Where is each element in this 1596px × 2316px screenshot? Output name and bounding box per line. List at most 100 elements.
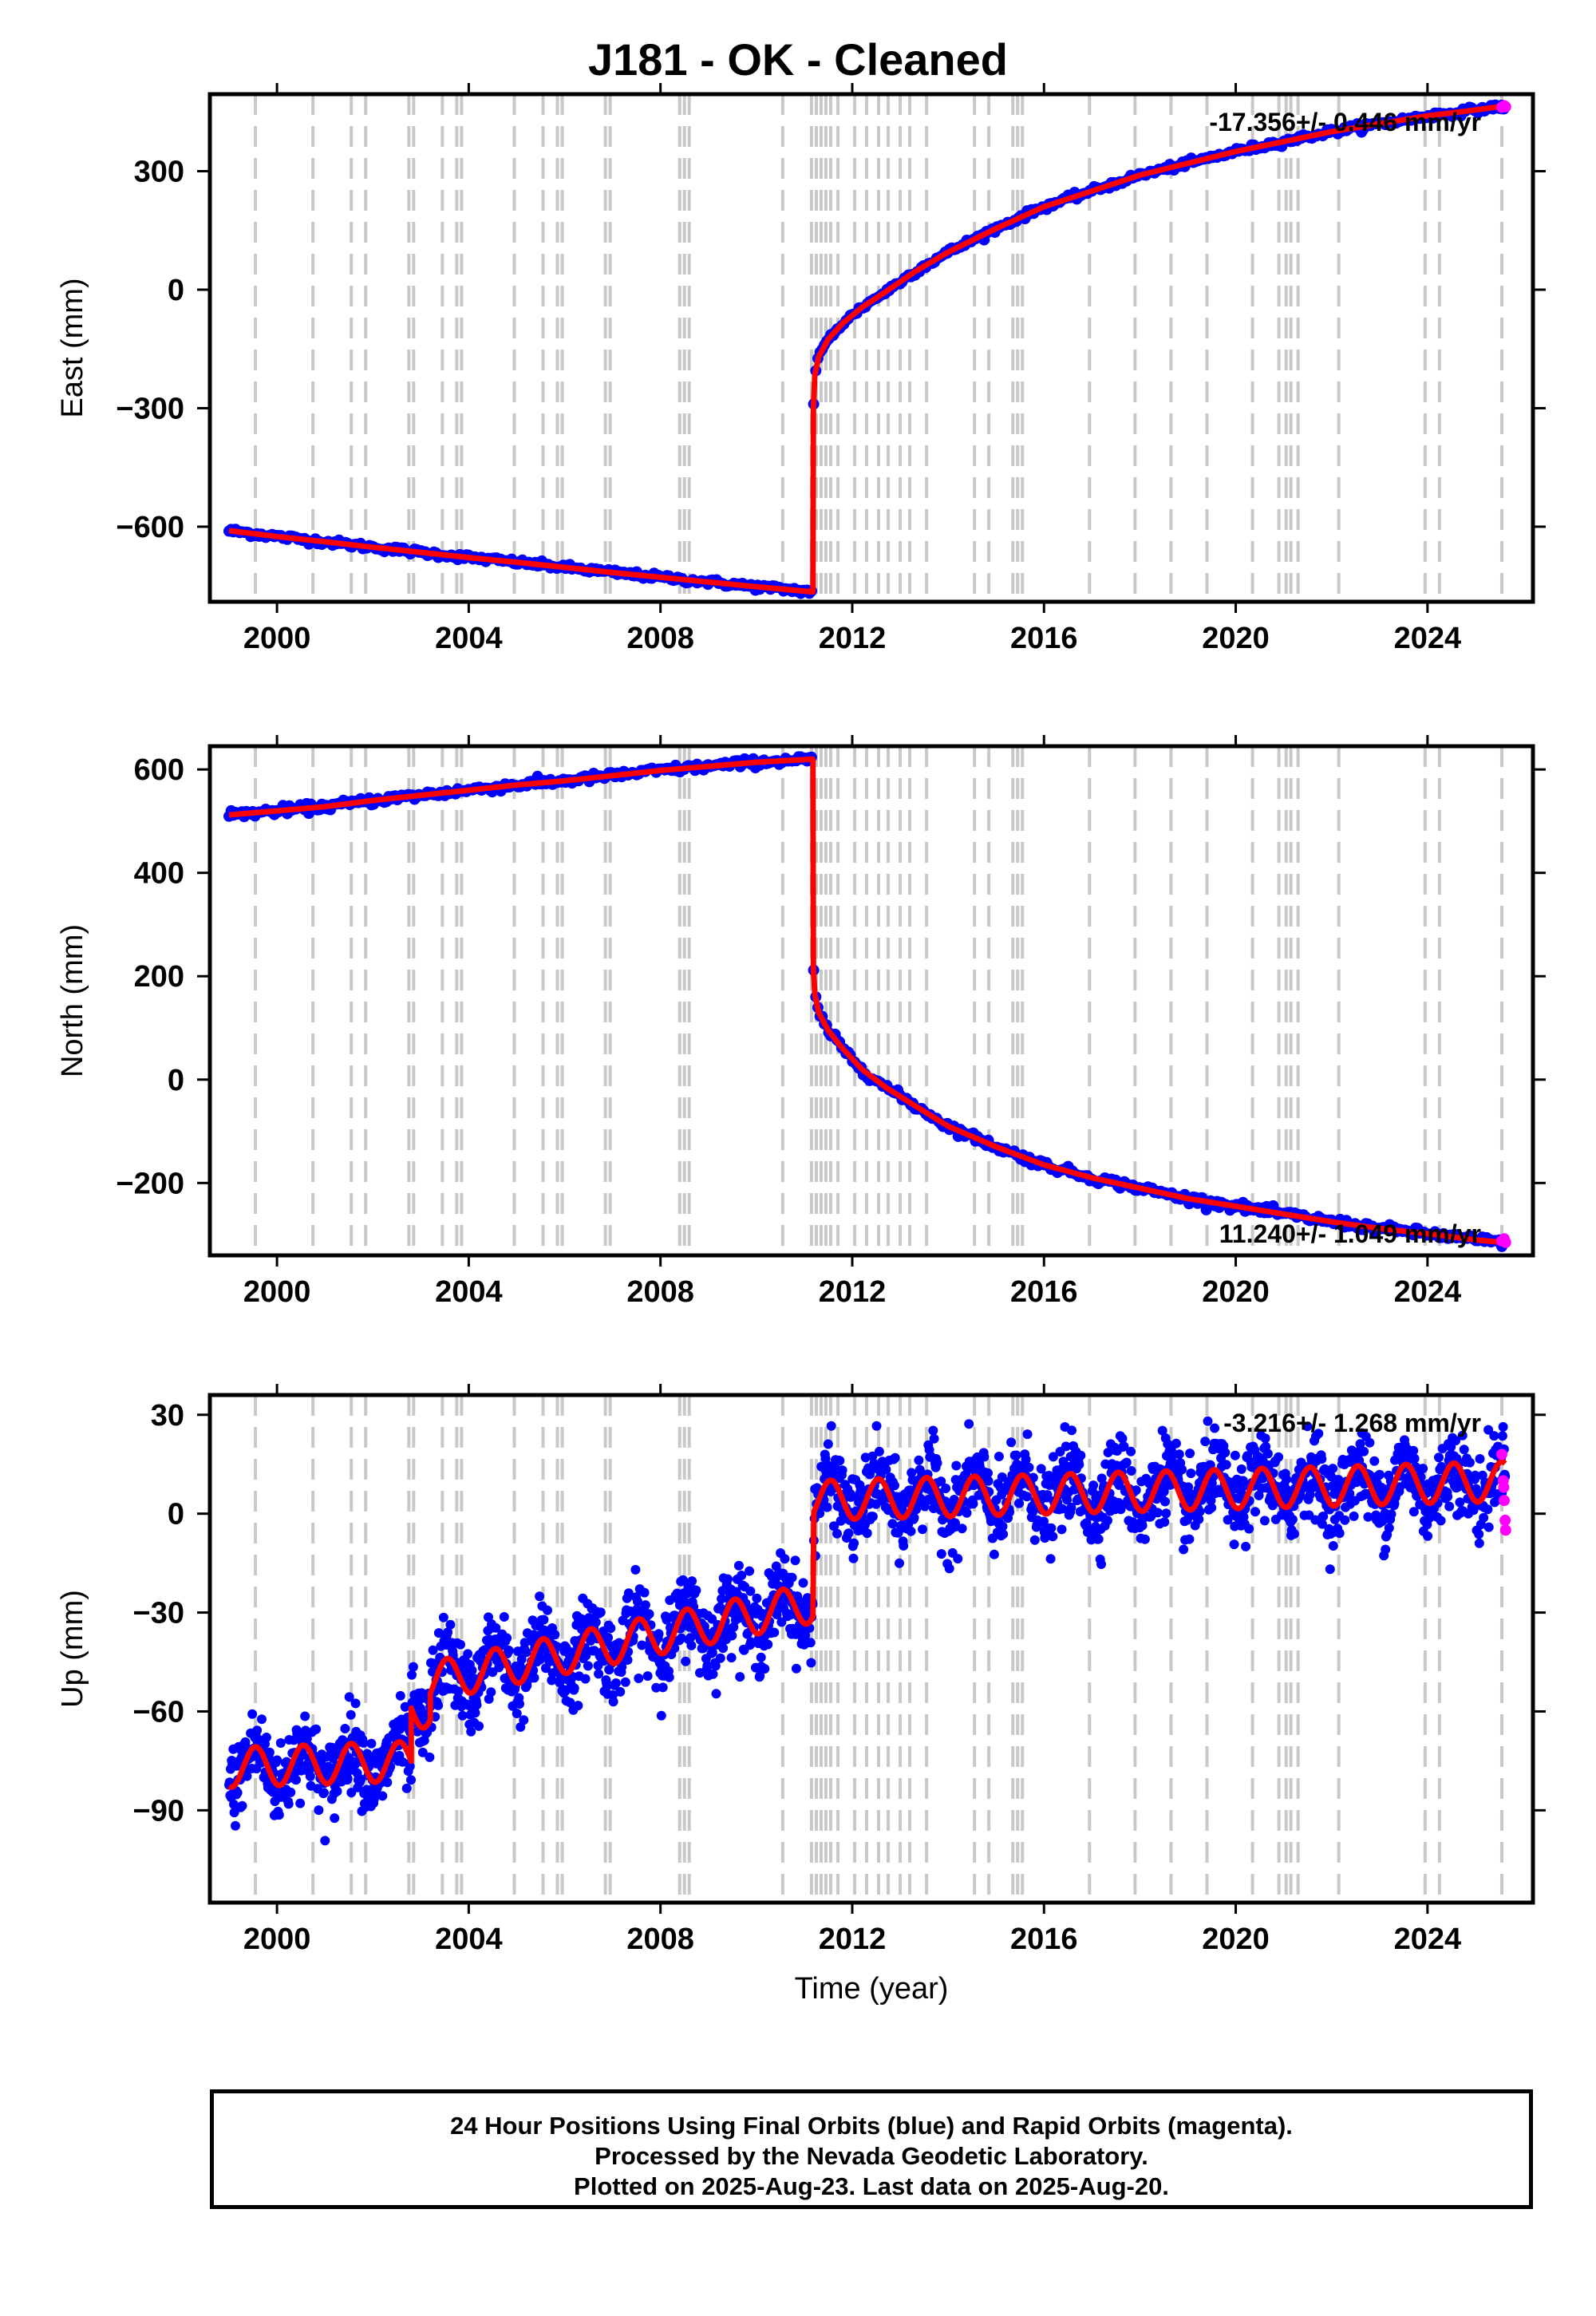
footer-line-3: Plotted on 2025-Aug-23. Last data on 202… [574, 2172, 1169, 2200]
x-tick-label: 2000 [243, 622, 311, 655]
final-point [1045, 1554, 1056, 1564]
final-point [707, 1647, 717, 1658]
y-tick-label: −200 [116, 1167, 184, 1200]
final-point [848, 1553, 859, 1563]
model-curve [228, 103, 1505, 595]
final-point [644, 1609, 654, 1619]
final-point [472, 1700, 482, 1710]
final-point [686, 1640, 697, 1650]
final-point [907, 1468, 917, 1478]
final-point [428, 1645, 438, 1655]
final-point [1317, 1519, 1327, 1529]
final-point [1088, 1480, 1099, 1491]
final-point [1126, 1446, 1136, 1456]
final-point [1483, 1522, 1494, 1532]
final-point [1443, 1492, 1453, 1502]
final-point [300, 1711, 310, 1721]
final-point [1260, 1433, 1270, 1444]
final-point [342, 1773, 353, 1784]
final-point [1185, 1448, 1195, 1459]
final-point [377, 1791, 388, 1801]
final-point [1241, 1541, 1251, 1551]
final-point [737, 1571, 747, 1580]
final-point [1289, 1529, 1299, 1539]
final-point [504, 1646, 514, 1656]
y-axis-label: Up (mm) [56, 1590, 89, 1708]
final-point [772, 1610, 782, 1619]
final-point [798, 1578, 808, 1588]
rapid-point [1499, 1236, 1511, 1248]
final-point [717, 1594, 727, 1604]
final-point [608, 1697, 618, 1707]
final-point [1349, 1511, 1359, 1521]
final-point [899, 1540, 909, 1551]
final-point [1184, 1534, 1195, 1544]
final-point [1195, 1507, 1205, 1516]
final-point [550, 1630, 560, 1640]
final-point [406, 1775, 416, 1785]
final-point [849, 1538, 859, 1548]
final-point [989, 1549, 999, 1559]
final-point [620, 1677, 630, 1687]
final-point [1238, 1512, 1249, 1522]
final-point [1093, 1534, 1104, 1544]
final-point [463, 1649, 473, 1659]
final-point [539, 1614, 549, 1625]
final-point [486, 1687, 496, 1697]
y-tick-label: −600 [116, 511, 184, 544]
final-point [1464, 1457, 1475, 1468]
final-point [932, 1458, 942, 1468]
final-point [1046, 1523, 1057, 1533]
final-point [1498, 1421, 1508, 1432]
x-tick-label: 2012 [819, 1923, 887, 1956]
final-point [573, 1701, 583, 1711]
final-point [1436, 1516, 1446, 1526]
model-curve [228, 756, 1505, 1246]
final-point [637, 1640, 647, 1650]
final-point [320, 1836, 330, 1846]
final-point [1126, 1466, 1136, 1476]
final-point [264, 1747, 275, 1757]
final-point [623, 1588, 634, 1599]
final-point [330, 1813, 340, 1824]
final-point [405, 1761, 415, 1772]
model-line [228, 103, 1505, 595]
final-point [1369, 1456, 1380, 1466]
final-point [1274, 1452, 1284, 1462]
final-point [1223, 1515, 1233, 1525]
final-point [723, 1574, 733, 1584]
final-point [1230, 1450, 1240, 1460]
final-point [1474, 1538, 1484, 1548]
final-point [957, 1524, 967, 1534]
final-point [881, 1464, 891, 1475]
final-point [676, 1633, 686, 1643]
final-point [687, 1576, 697, 1587]
final-point [1140, 1534, 1150, 1544]
final-point [516, 1654, 527, 1665]
final-point [678, 1575, 688, 1585]
final-point [291, 1775, 301, 1785]
final-point [1305, 1489, 1315, 1500]
final-point [1374, 1469, 1385, 1480]
final-point [726, 1653, 737, 1663]
final-point [1048, 1452, 1058, 1462]
step-lines [254, 94, 1503, 602]
x-tick-label: 2024 [1394, 1275, 1462, 1309]
final-point [787, 1572, 797, 1583]
final-point [928, 1425, 938, 1436]
final-point [1076, 1450, 1086, 1460]
final-point [425, 1752, 435, 1762]
final-point [1152, 1508, 1163, 1518]
final-point [1021, 1492, 1032, 1502]
final-point [272, 1755, 282, 1765]
final-point [1351, 1477, 1361, 1488]
final-point [1359, 1446, 1369, 1456]
final-point [711, 1689, 721, 1699]
rapid-point [1499, 101, 1511, 113]
final-point [286, 1787, 296, 1797]
final-point [1103, 1516, 1112, 1526]
final-point [1381, 1544, 1391, 1555]
x-tick-label: 2008 [626, 622, 694, 655]
final-point [979, 1452, 990, 1462]
final-point [658, 1682, 668, 1693]
